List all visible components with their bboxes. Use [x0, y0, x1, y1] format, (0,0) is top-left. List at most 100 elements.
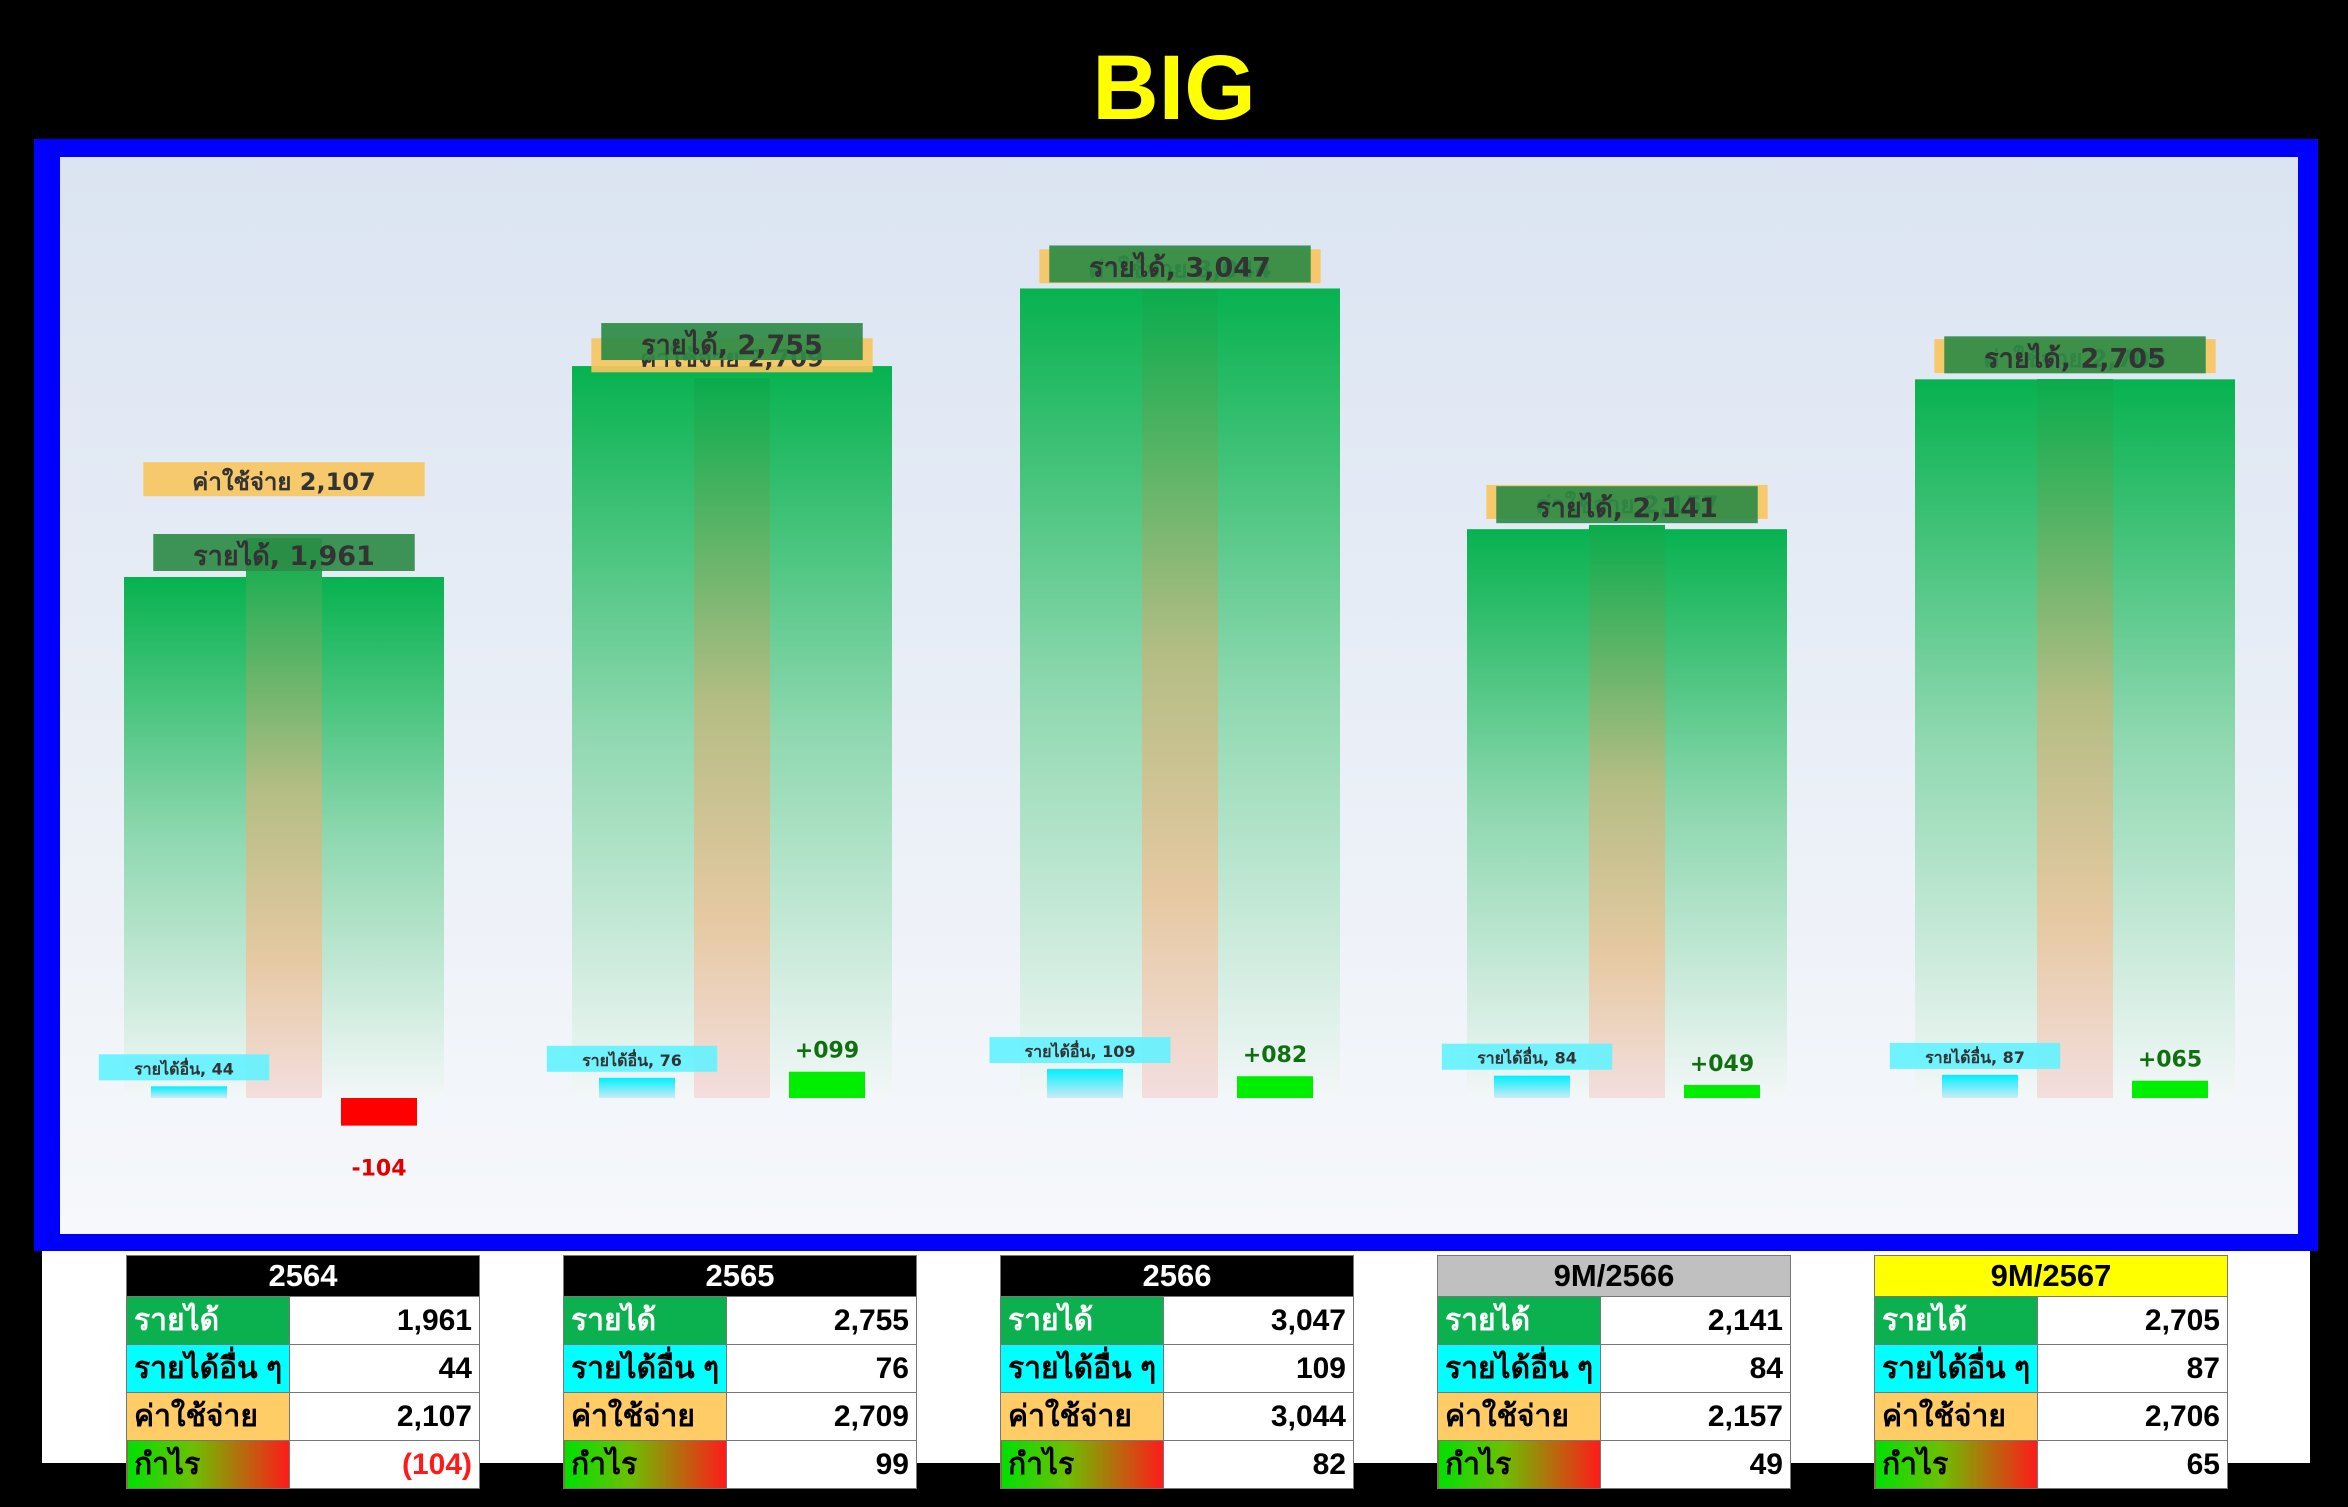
row-value: 1,961	[289, 1296, 480, 1345]
row-value: 2,755	[726, 1296, 917, 1345]
label-profit: +099	[795, 1039, 859, 1064]
summary-table: 9M/2566 รายได้ 2,141 รายได้อื่น ๆ 84 ค่าใช้จ่…	[1436, 1255, 1791, 1489]
table-row: รายได้อื่น ๆ 84	[1436, 1344, 1791, 1393]
row-value: 2,705	[2037, 1296, 2228, 1345]
label-expense-bg	[143, 462, 425, 497]
label-revenue-bg	[1944, 336, 2206, 374]
row-label: ค่าใช้จ่าย	[1436, 1392, 1602, 1441]
row-label: กำไร	[1873, 1440, 2039, 1489]
row-label: รายได้	[125, 1296, 291, 1345]
table-row: รายได้ 2,705	[1873, 1296, 2228, 1345]
table-row: ค่าใช้จ่าย 2,709	[562, 1392, 917, 1441]
label-other-income-bg	[989, 1037, 1171, 1064]
row-label: กำไร	[999, 1440, 1165, 1489]
table-row: รายได้อื่น ๆ 44	[125, 1344, 480, 1393]
bar-other-income	[1047, 1069, 1123, 1098]
table-row: รายได้ 2,755	[562, 1296, 917, 1345]
table-row: กำไร 99	[562, 1440, 917, 1489]
label-revenue: รายได้, 2,755	[641, 329, 823, 361]
table-row: ค่าใช้จ่าย 3,044	[999, 1392, 1354, 1441]
label-profit: +049	[1690, 1052, 1754, 1077]
row-label: รายได้	[1436, 1296, 1602, 1345]
label-other-income-bg	[1889, 1042, 2061, 1069]
row-value: 2,709	[726, 1392, 917, 1441]
table-row: รายได้อื่น ๆ 109	[999, 1344, 1354, 1393]
row-value: 99	[726, 1440, 917, 1489]
summary-table: 2566 รายได้ 3,047 รายได้อื่น ๆ 109 ค่าใช้จ่าย…	[999, 1255, 1354, 1489]
row-value: 2,157	[1600, 1392, 1791, 1441]
label-other-income: รายได้อื่น, 84	[1477, 1047, 1577, 1068]
label-revenue-bg	[601, 323, 863, 361]
table-row: ค่าใช้จ่าย 2,706	[1873, 1392, 2228, 1441]
summary-table: 2565 รายได้ 2,755 รายได้อื่น ๆ 76 ค่าใช้จ่าย 2…	[562, 1255, 917, 1489]
row-label: รายได้	[999, 1296, 1165, 1345]
table-row: รายได้ 1,961	[125, 1296, 480, 1345]
row-label: รายได้อื่น ๆ	[562, 1344, 728, 1393]
label-profit: +082	[1243, 1043, 1307, 1068]
summary-table: 2564 รายได้ 1,961 รายได้อื่น ๆ 44 ค่าใช้จ่าย 2…	[125, 1255, 480, 1489]
summary-table: 9M/2567 รายได้ 2,705 รายได้อื่น ๆ 87 ค่าใช้จ่…	[1873, 1255, 2228, 1489]
row-value: 109	[1163, 1344, 1354, 1393]
label-other-income-bg	[98, 1054, 270, 1081]
label-other-income-bg	[546, 1045, 718, 1072]
row-label: กำไร	[125, 1440, 291, 1489]
row-value: (104)	[289, 1440, 480, 1489]
label-other-income: รายได้อื่น, 44	[134, 1057, 234, 1078]
bar-other-income	[151, 1086, 227, 1098]
bar-profit	[789, 1071, 865, 1098]
row-label: รายได้อื่น ๆ	[1873, 1344, 2039, 1393]
table-row: รายได้อื่น ๆ 76	[562, 1344, 917, 1393]
bar-profit	[1237, 1076, 1313, 1098]
chart-title: BIG	[1092, 37, 1256, 139]
bar-expense	[246, 538, 322, 1098]
row-value: 87	[2037, 1344, 2228, 1393]
row-label: รายได้อื่น ๆ	[125, 1344, 291, 1393]
table-row: รายได้ 3,047	[999, 1296, 1354, 1345]
table-row: รายได้อื่น ๆ 87	[1873, 1344, 2228, 1393]
table-row: กำไร 65	[1873, 1440, 2228, 1489]
row-value: 3,047	[1163, 1296, 1354, 1345]
table-row: กำไร 49	[1436, 1440, 1791, 1489]
row-value: 49	[1600, 1440, 1791, 1489]
row-label: ค่าใช้จ่าย	[999, 1392, 1165, 1441]
label-revenue-bg	[153, 534, 415, 571]
bar-profit	[341, 1098, 417, 1126]
row-label: รายได้	[562, 1296, 728, 1345]
row-label: ค่าใช้จ่าย	[562, 1392, 728, 1441]
label-other-income: รายได้อื่น, 109	[1025, 1040, 1136, 1061]
label-revenue: รายได้, 3,047	[1089, 251, 1271, 283]
bar-other-income	[1494, 1075, 1570, 1098]
table-header: 2565	[563, 1255, 917, 1297]
bar-expense	[1142, 289, 1218, 1098]
table-header: 9M/2567	[1874, 1255, 2228, 1297]
table-row: ค่าใช้จ่าย 2,157	[1436, 1392, 1791, 1441]
row-label: รายได้อื่น ๆ	[1436, 1344, 1602, 1393]
table-header: 9M/2566	[1437, 1255, 1791, 1297]
label-revenue-bg	[1496, 486, 1758, 524]
row-label: ค่าใช้จ่าย	[125, 1392, 291, 1441]
row-label: กำไร	[1436, 1440, 1602, 1489]
label-expense: ค่าใช้จ่าย 2,107	[192, 467, 375, 496]
row-value: 76	[726, 1344, 917, 1393]
row-value: 2,141	[1600, 1296, 1791, 1345]
label-other-income: รายได้อื่น, 87	[1925, 1046, 2025, 1067]
table-header: 2566	[1000, 1255, 1354, 1297]
bar-chart: ค่าใช้จ่าย 2,107 รายได้, 1,961 รายได้อื่น,…	[98, 245, 2235, 1182]
table-header: 2564	[126, 1255, 480, 1297]
row-value: 65	[2037, 1440, 2228, 1489]
label-revenue: รายได้, 1,961	[193, 540, 375, 572]
row-value: 2,107	[289, 1392, 480, 1441]
bar-other-income	[599, 1077, 675, 1098]
row-value: 2,706	[2037, 1392, 2228, 1441]
label-profit: -104	[351, 1157, 406, 1182]
bar-expense	[2037, 379, 2113, 1098]
row-value: 3,044	[1163, 1392, 1354, 1441]
label-revenue-bg	[1049, 245, 1311, 283]
plot-area: ค่าใช้จ่าย 2,107 รายได้, 1,961 รายได้อื่น,…	[60, 157, 2298, 1234]
table-row: กำไร 82	[999, 1440, 1354, 1489]
label-revenue: รายได้, 2,705	[1984, 342, 2166, 374]
bar-expense	[694, 378, 770, 1099]
bar-profit	[2132, 1080, 2208, 1098]
row-value: 84	[1600, 1344, 1791, 1393]
bar-profit	[1684, 1084, 1760, 1098]
